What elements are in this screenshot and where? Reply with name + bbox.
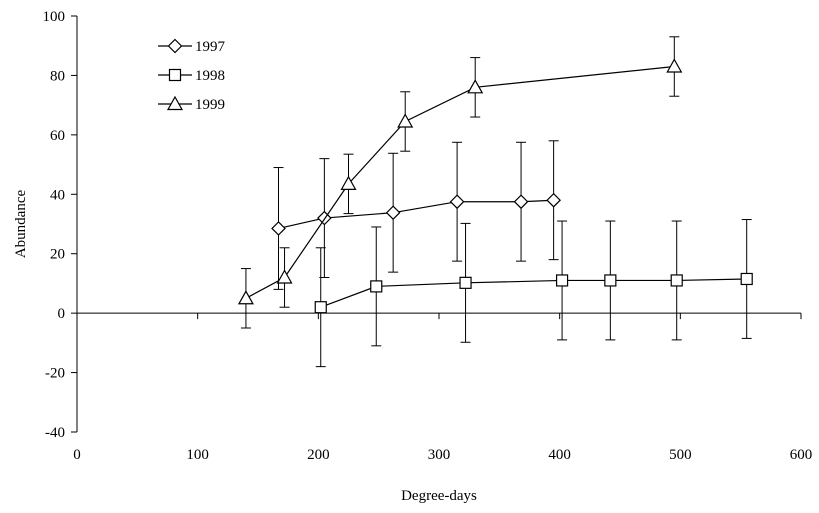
data-point-square [370, 280, 383, 293]
y-tick-label: 40 [50, 187, 65, 203]
y-tick-label: -40 [45, 425, 65, 441]
x-tick-label: 600 [790, 447, 813, 463]
y-tick-label: 20 [50, 247, 65, 263]
data-point-square [670, 274, 683, 287]
data-point-triangle [237, 290, 254, 305]
legend-marker-diamond [167, 38, 183, 54]
x-axis-label: Degree-days [401, 488, 477, 504]
data-point-square [459, 276, 472, 289]
y-tick-label: 60 [50, 128, 65, 144]
data-point-diamond [513, 194, 529, 210]
data-point-triangle [666, 58, 683, 73]
legend-marker-triangle [166, 95, 184, 111]
x-tick-label: 100 [186, 447, 209, 463]
legend-label: 1997 [195, 39, 226, 55]
data-point-diamond [546, 192, 561, 208]
legend: 1997 1998 1999 [158, 38, 226, 113]
legend-item: 1999 [158, 95, 225, 113]
x-tick-label: 300 [428, 447, 451, 463]
data-point-triangle [467, 79, 484, 94]
data-point-diamond [385, 205, 401, 221]
x-tick-label: 0 [73, 447, 81, 463]
legend-label: 1998 [195, 68, 225, 84]
legend-item: 1998 [158, 68, 225, 84]
y-tick-label: 80 [50, 68, 65, 84]
data-point-triangle [397, 113, 414, 128]
legend-item: 1997 [158, 38, 226, 55]
data-point-triangle [340, 175, 357, 190]
legend-marker-square [168, 68, 182, 82]
series-1997 [271, 140, 561, 290]
y-tick-label: -20 [45, 366, 65, 382]
x-tick-label: 500 [669, 447, 692, 463]
series-1998 [314, 219, 753, 368]
series-layer [237, 36, 753, 368]
x-tick-label: 400 [548, 447, 571, 463]
y-axis-label: Abundance [13, 190, 29, 259]
series-line-1997 [278, 199, 554, 230]
y-tick-label: 100 [43, 9, 66, 25]
y-tick-label: 0 [58, 306, 66, 322]
data-point-square [314, 301, 327, 314]
y-axis-ticks: 100 80 60 40 20 0 -20 -40 [43, 9, 77, 441]
data-point-square [604, 274, 617, 287]
x-tick-label: 200 [307, 447, 330, 463]
legend-label: 1999 [195, 97, 225, 113]
data-point-triangle [276, 269, 293, 284]
data-point-square [740, 272, 753, 286]
data-point-square [555, 274, 569, 287]
data-point-diamond [449, 194, 465, 210]
series-1999 [237, 36, 683, 329]
x-axis-ticks: 0 100 200 300 400 500 600 [73, 313, 812, 463]
data-point-diamond [271, 221, 286, 236]
